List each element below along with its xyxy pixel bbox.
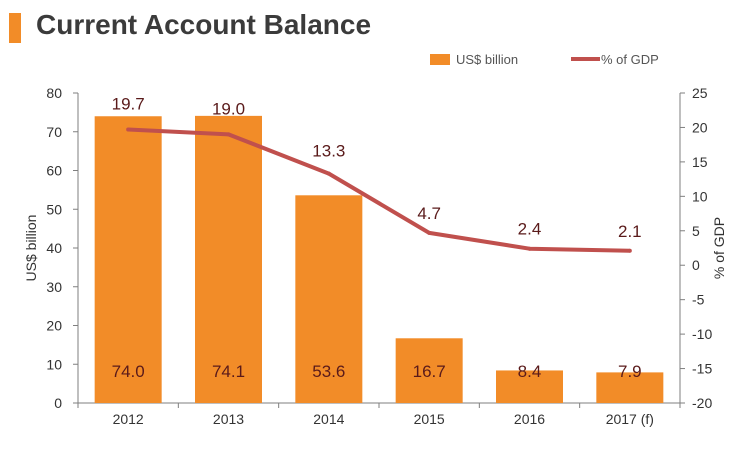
y-tick-label-right: 15 (692, 154, 708, 170)
y-tick-label-right: -20 (692, 395, 712, 411)
line-value-label: 2.1 (618, 222, 642, 241)
y-tick-label-right: 5 (692, 223, 700, 239)
line-value-label: 13.3 (312, 142, 345, 161)
y-tick-label-left: 30 (46, 279, 62, 295)
bar-value-label: 74.1 (212, 362, 245, 381)
legend-line-label: % of GDP (601, 52, 659, 67)
x-tick-label: 2013 (213, 411, 244, 427)
gdp-point (628, 249, 632, 253)
y-tick-label-right: -5 (692, 292, 705, 308)
y-tick-label-right: -15 (692, 361, 712, 377)
y-axis-label-left: US$ billion (23, 215, 39, 282)
line-value-label: 19.0 (212, 99, 245, 118)
y-tick-label-right: 10 (692, 188, 708, 204)
line-value-label: 2.4 (518, 220, 542, 239)
gdp-point (528, 247, 532, 251)
x-tick-label: 2015 (414, 411, 445, 427)
line-value-label: 4.7 (417, 204, 441, 223)
y-tick-label-left: 0 (54, 395, 62, 411)
bar (95, 116, 162, 403)
y-tick-label-left: 70 (46, 124, 62, 140)
gdp-point (126, 128, 130, 132)
gdp-point (227, 132, 231, 136)
y-tick-label-left: 50 (46, 201, 62, 217)
y-tick-label-left: 20 (46, 318, 62, 334)
y-tick-label-left: 10 (46, 356, 62, 372)
legend-bar-swatch (430, 54, 450, 65)
bar-value-label: 53.6 (312, 362, 345, 381)
line-value-label: 19.7 (112, 95, 145, 114)
bar (195, 116, 262, 403)
bar-value-label: 8.4 (518, 362, 542, 381)
y-tick-label-left: 60 (46, 163, 62, 179)
x-tick-label: 2012 (113, 411, 144, 427)
bar-value-label: 74.0 (112, 362, 145, 381)
legend-bar-label: US$ billion (456, 52, 518, 67)
x-tick-label: 2014 (313, 411, 344, 427)
gdp-point (427, 231, 431, 235)
y-tick-label-right: -10 (692, 326, 712, 342)
y-tick-label-right: 25 (692, 85, 708, 101)
y-tick-label-right: 0 (692, 257, 700, 273)
gdp-point (327, 172, 331, 176)
y-tick-label-left: 40 (46, 240, 62, 256)
bar-value-label: 16.7 (413, 362, 446, 381)
y-tick-label-right: 20 (692, 119, 708, 135)
y-axis-label-right: % of GDP (711, 217, 727, 279)
x-tick-label: 2017 (f) (606, 411, 654, 427)
x-tick-label: 2016 (514, 411, 545, 427)
bar-value-label: 7.9 (618, 362, 642, 381)
y-tick-label-left: 80 (46, 85, 62, 101)
